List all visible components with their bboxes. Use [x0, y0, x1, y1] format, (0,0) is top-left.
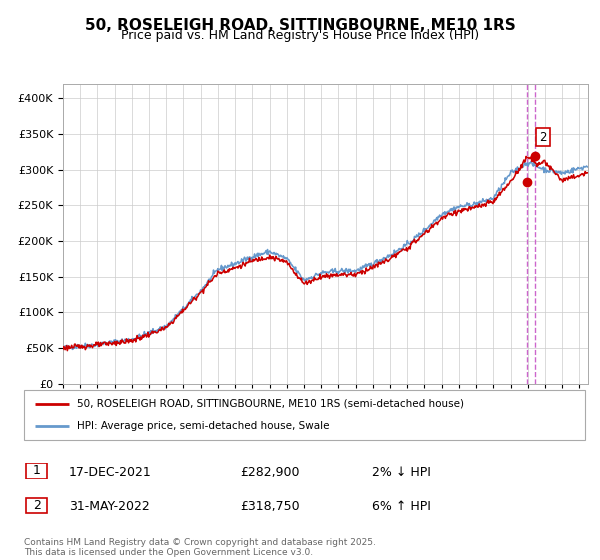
Text: 2: 2 — [32, 498, 41, 512]
Text: 6% ↑ HPI: 6% ↑ HPI — [372, 500, 431, 513]
Text: £282,900: £282,900 — [240, 465, 299, 479]
Text: 31-MAY-2022: 31-MAY-2022 — [69, 500, 150, 513]
Text: HPI: Average price, semi-detached house, Swale: HPI: Average price, semi-detached house,… — [77, 421, 330, 431]
FancyBboxPatch shape — [26, 464, 47, 478]
Text: 2: 2 — [539, 130, 547, 143]
Text: 17-DEC-2021: 17-DEC-2021 — [69, 465, 152, 479]
FancyBboxPatch shape — [26, 497, 47, 513]
Text: £318,750: £318,750 — [240, 500, 299, 513]
Text: Contains HM Land Registry data © Crown copyright and database right 2025.
This d: Contains HM Land Registry data © Crown c… — [24, 538, 376, 557]
FancyBboxPatch shape — [24, 390, 585, 440]
Text: 1: 1 — [32, 464, 41, 478]
Text: 2% ↓ HPI: 2% ↓ HPI — [372, 465, 431, 479]
Text: 50, ROSELEIGH ROAD, SITTINGBOURNE, ME10 1RS: 50, ROSELEIGH ROAD, SITTINGBOURNE, ME10 … — [85, 18, 515, 33]
Text: Price paid vs. HM Land Registry's House Price Index (HPI): Price paid vs. HM Land Registry's House … — [121, 29, 479, 42]
Text: 50, ROSELEIGH ROAD, SITTINGBOURNE, ME10 1RS (semi-detached house): 50, ROSELEIGH ROAD, SITTINGBOURNE, ME10 … — [77, 399, 464, 409]
